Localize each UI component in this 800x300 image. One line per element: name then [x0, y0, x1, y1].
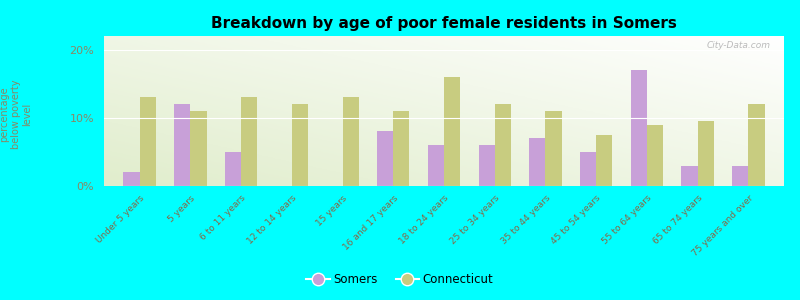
- Bar: [241, 98, 258, 186]
- Bar: [530, 138, 546, 186]
- Bar: [682, 166, 698, 186]
- Text: City-Data.com: City-Data.com: [706, 40, 770, 50]
- Bar: [174, 104, 190, 186]
- Bar: [478, 145, 494, 186]
- Title: Breakdown by age of poor female residents in Somers: Breakdown by age of poor female resident…: [211, 16, 677, 31]
- Bar: [749, 104, 765, 186]
- Bar: [444, 77, 460, 186]
- Bar: [494, 104, 511, 186]
- Bar: [123, 172, 139, 186]
- Bar: [377, 131, 394, 186]
- Bar: [428, 145, 444, 186]
- Legend: Somers, Connecticut: Somers, Connecticut: [302, 269, 498, 291]
- Bar: [190, 111, 206, 186]
- Bar: [732, 166, 749, 186]
- Bar: [139, 98, 156, 186]
- Bar: [580, 152, 596, 186]
- Bar: [225, 152, 241, 186]
- Text: percentage
below poverty
level: percentage below poverty level: [0, 79, 33, 149]
- Bar: [342, 98, 358, 186]
- Bar: [596, 135, 613, 186]
- Bar: [698, 121, 714, 186]
- Bar: [546, 111, 562, 186]
- Bar: [647, 124, 663, 186]
- Bar: [630, 70, 647, 186]
- Bar: [292, 104, 308, 186]
- Bar: [394, 111, 410, 186]
